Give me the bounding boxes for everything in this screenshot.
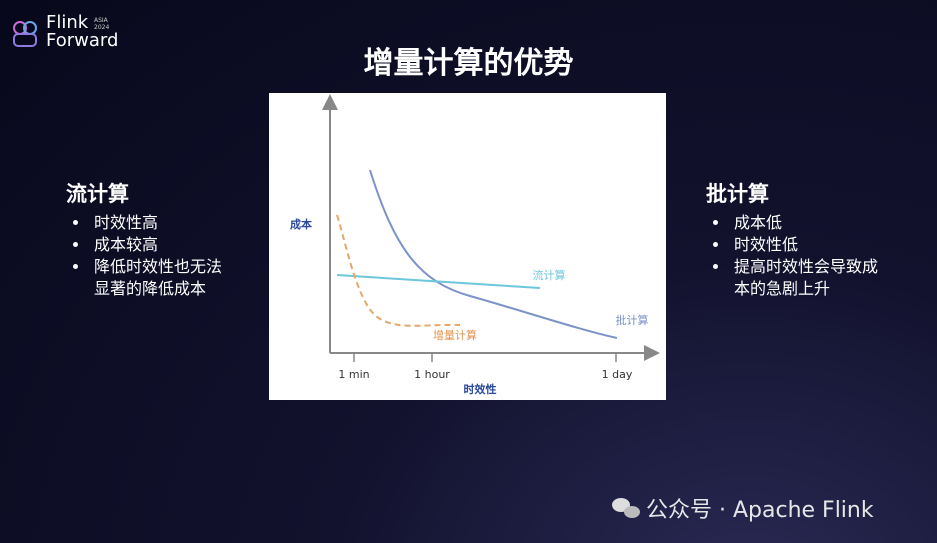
bullet: 降低时效性也无法显著的降低成本: [90, 256, 234, 300]
slide-title: 增量计算的优势: [363, 46, 574, 81]
watermark: 公众号 · Apache Flink: [646, 498, 874, 523]
bullet: 时效性低: [730, 234, 886, 256]
heading: 流计算: [66, 182, 129, 206]
bullet-list: 成本低 时效性低 提高时效性会导致成本的急剧上升: [706, 212, 886, 300]
badge-region: ASIA: [94, 17, 108, 24]
curve-label: 增量计算: [433, 328, 477, 342]
right-panel: 批计算 成本低 时效性低 提高时效性会导致成本的急剧上升: [706, 178, 886, 300]
heading: 批计算: [706, 182, 769, 206]
logo-badge: ASIA 2024: [94, 17, 109, 31]
x-tick-label: 1 hour: [414, 368, 450, 381]
left-panel: 流计算 时效性高 成本较高 降低时效性也无法显著的降低成本: [66, 178, 246, 300]
bullet-list: 时效性高 成本较高 降低时效性也无法显著的降低成本: [66, 212, 246, 300]
curve-label: 批计算: [616, 313, 649, 327]
incremental-curve: [336, 214, 461, 327]
logo-text: Flink: [46, 12, 89, 33]
logo-icon: [13, 21, 37, 47]
bullet: 成本较高: [90, 234, 246, 256]
bullet: 成本低: [730, 212, 886, 234]
badge-year: 2024: [94, 24, 110, 31]
bullet: 时效性高: [90, 212, 246, 234]
x-tick-label: 1 day: [602, 368, 633, 381]
wechat-icon: [612, 498, 640, 518]
stream-curve: [336, 274, 541, 289]
batch-curve: [369, 169, 618, 339]
figure-panel: [269, 93, 666, 400]
x-tick-label: 1 min: [338, 368, 369, 381]
x-axis-label: 时效性: [464, 382, 497, 396]
logo-text: Forward: [46, 30, 119, 51]
curve-label: 流计算: [533, 268, 566, 282]
y-axis-label: 成本: [290, 217, 312, 231]
bullet: 提高时效性会导致成本的急剧上升: [730, 256, 879, 300]
